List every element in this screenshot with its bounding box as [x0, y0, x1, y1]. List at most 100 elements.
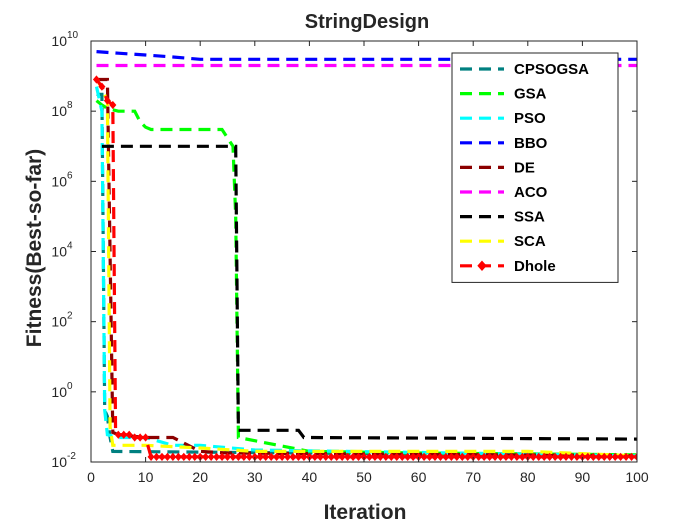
- series-marker-dhole: [464, 452, 472, 461]
- y-tick-label: 10: [51, 314, 67, 330]
- series-marker-dhole: [207, 452, 215, 461]
- legend-label-ssa: SSA: [514, 209, 545, 226]
- series-marker-dhole: [333, 452, 341, 461]
- y-tick-exponent: 8: [67, 100, 73, 111]
- series-marker-dhole: [595, 452, 603, 461]
- series-marker-dhole: [562, 452, 570, 461]
- series-marker-dhole: [507, 452, 515, 461]
- legend-label-aco: ACO: [514, 184, 548, 201]
- series-marker-dhole: [355, 452, 363, 461]
- series-marker-dhole: [584, 452, 592, 461]
- series-marker-dhole: [223, 452, 232, 461]
- series-marker-dhole: [92, 75, 100, 84]
- series-marker-dhole: [573, 452, 581, 461]
- series-marker-dhole: [628, 452, 636, 461]
- series-marker-dhole: [234, 452, 242, 461]
- x-tick-label: 40: [302, 469, 318, 485]
- series-marker-dhole: [273, 452, 281, 461]
- x-tick-label: 20: [192, 469, 208, 485]
- legend-label-bbo: BBO: [514, 135, 548, 152]
- x-tick-label: 70: [465, 469, 481, 485]
- series-marker-dhole: [169, 452, 177, 461]
- series-marker-dhole: [103, 96, 111, 105]
- series-line-cpsogsa: [96, 92, 637, 458]
- y-tick-label: 10: [51, 244, 67, 260]
- series-marker-dhole: [447, 452, 455, 461]
- series-marker-dhole: [349, 452, 357, 461]
- series-marker-dhole: [294, 452, 303, 461]
- y-tick-exponent: 2: [67, 311, 73, 322]
- x-tick-label: 100: [625, 469, 649, 485]
- y-tick-exponent: -2: [67, 451, 76, 462]
- x-tick-label: 90: [575, 469, 591, 485]
- series-marker-dhole: [163, 452, 171, 461]
- series-marker-dhole: [267, 452, 275, 461]
- series-marker-dhole: [611, 452, 619, 461]
- series-marker-dhole: [245, 452, 253, 461]
- y-tick-label: 10: [51, 384, 67, 400]
- series-marker-dhole: [420, 452, 428, 461]
- x-tick-label: 80: [520, 469, 536, 485]
- series-marker-dhole: [136, 433, 144, 442]
- series-marker-dhole: [158, 452, 166, 461]
- series-marker-dhole: [322, 452, 330, 461]
- plot-area: [92, 50, 637, 461]
- y-tick-exponent: 10: [67, 30, 79, 41]
- series-marker-dhole: [622, 452, 630, 461]
- series-marker-dhole: [404, 452, 412, 461]
- series-marker-dhole: [431, 452, 439, 461]
- series-marker-dhole: [387, 452, 395, 461]
- x-tick-label: 50: [356, 469, 372, 485]
- series-marker-dhole: [213, 452, 221, 461]
- legend-label-dhole: Dhole: [514, 258, 556, 275]
- series-marker-dhole: [491, 452, 499, 461]
- series-marker-dhole: [600, 452, 608, 461]
- x-tick-label: 60: [411, 469, 427, 485]
- series-marker-dhole: [529, 452, 537, 461]
- legend-marker-dhole: [477, 260, 487, 272]
- series-marker-dhole: [365, 452, 373, 461]
- series-marker-dhole: [425, 452, 434, 461]
- series-marker-dhole: [398, 452, 406, 461]
- series-marker-dhole: [393, 452, 401, 461]
- legend: CPSOGSA GSA PSO BBO DE ACO SSA SCA Dhole: [451, 52, 619, 283]
- series-marker-dhole: [147, 452, 155, 461]
- series-marker-dhole: [557, 452, 565, 461]
- series-marker-dhole: [152, 452, 161, 461]
- series-marker-dhole: [109, 100, 117, 110]
- series-line-sca: [95, 77, 637, 458]
- series-marker-dhole: [284, 452, 292, 461]
- series-marker-dhole: [316, 452, 324, 461]
- legend-label-cpsogsa: CPSOGSA: [514, 61, 589, 78]
- x-tick-label: 30: [247, 469, 263, 485]
- series-line-gsa: [95, 99, 637, 457]
- series-marker-dhole: [174, 452, 182, 461]
- series-marker-dhole: [502, 452, 510, 461]
- series-marker-dhole: [185, 452, 193, 461]
- series-marker-dhole: [120, 430, 128, 439]
- series-marker-dhole: [125, 430, 133, 439]
- series-marker-dhole: [442, 452, 450, 461]
- series-marker-dhole: [535, 452, 543, 461]
- series-marker-dhole: [262, 452, 270, 461]
- series-marker-dhole: [256, 452, 264, 461]
- series-marker-dhole: [114, 430, 122, 439]
- y-tick-label: 10: [51, 33, 67, 49]
- series-marker-dhole: [202, 452, 210, 461]
- series-line-bbo: [96, 50, 637, 61]
- series-marker-dhole: [496, 452, 505, 461]
- x-axis-label: Iteration: [324, 501, 407, 524]
- y-tick-label: 10: [51, 103, 67, 119]
- series-line-ssa: [101, 144, 637, 441]
- series-marker-dhole: [382, 452, 390, 461]
- series-marker-dhole: [300, 452, 308, 461]
- series-marker-dhole: [240, 452, 248, 461]
- series-marker-dhole: [191, 452, 199, 461]
- series-marker-dhole: [458, 452, 466, 461]
- series-marker-dhole: [409, 452, 417, 461]
- series-marker-dhole: [480, 452, 488, 461]
- series-marker-dhole: [453, 452, 461, 461]
- series-marker-dhole: [344, 452, 352, 461]
- series-marker-dhole: [327, 452, 335, 461]
